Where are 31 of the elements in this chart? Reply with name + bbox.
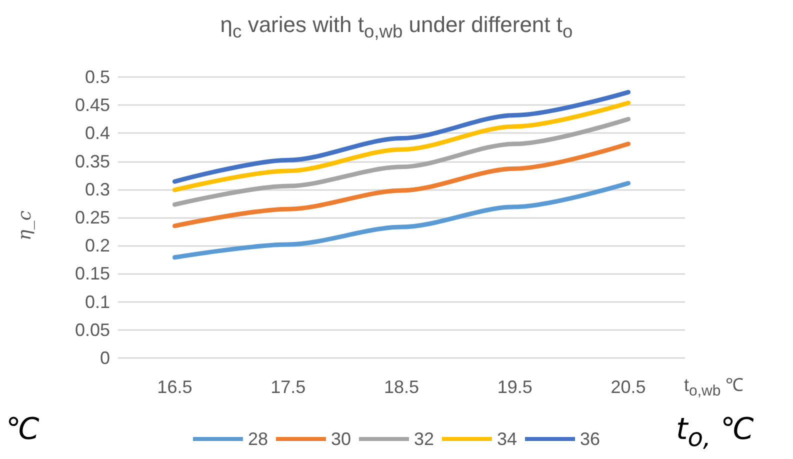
line-series xyxy=(172,116,631,207)
y-tick-label: 0.2 xyxy=(84,236,110,256)
legend-label: 32 xyxy=(414,429,434,449)
y-tick-label: 0 xyxy=(100,348,110,368)
x-tick-label: 20.5 xyxy=(610,377,646,397)
line-series xyxy=(172,100,631,192)
x-axis-title: t$_{o,wb}$ ℃ xyxy=(684,374,744,400)
line-series xyxy=(172,180,631,260)
y-tick-label: 0.3 xyxy=(84,179,110,200)
line-series xyxy=(172,142,631,228)
x-tick-label: 17.5 xyxy=(270,377,306,397)
y-tick-label: 0.35 xyxy=(74,151,110,172)
y-tick-label: 0.15 xyxy=(74,264,110,284)
x-tick-label: 19.5 xyxy=(497,377,532,397)
text: ℃ xyxy=(6,412,40,447)
legend-label: 28 xyxy=(248,429,268,449)
legend-label: 34 xyxy=(497,429,518,449)
y-tick-label: 0.1 xyxy=(84,292,110,312)
text: t$_{o,}$ ℃ xyxy=(676,412,754,452)
x-tick-label: 16.5 xyxy=(157,377,192,397)
y-tick-label: 0.45 xyxy=(74,95,110,116)
line-series xyxy=(172,90,631,184)
y-tick-label: 0.05 xyxy=(74,320,110,340)
y-axis-title: η_c xyxy=(14,210,36,240)
y-tick-label: 0.5 xyxy=(84,67,110,87)
x-tick-label: 18.5 xyxy=(384,377,420,397)
y-tick-label: 0.4 xyxy=(84,123,110,144)
legend-label: 30 xyxy=(330,429,351,449)
y-tick-label: 0.25 xyxy=(74,208,110,228)
legend-label: 36 xyxy=(580,429,600,449)
chart-title: η$_{c}$ varies with t$_{o,wb}$ under different t$_{o}$ xyxy=(219,12,574,42)
